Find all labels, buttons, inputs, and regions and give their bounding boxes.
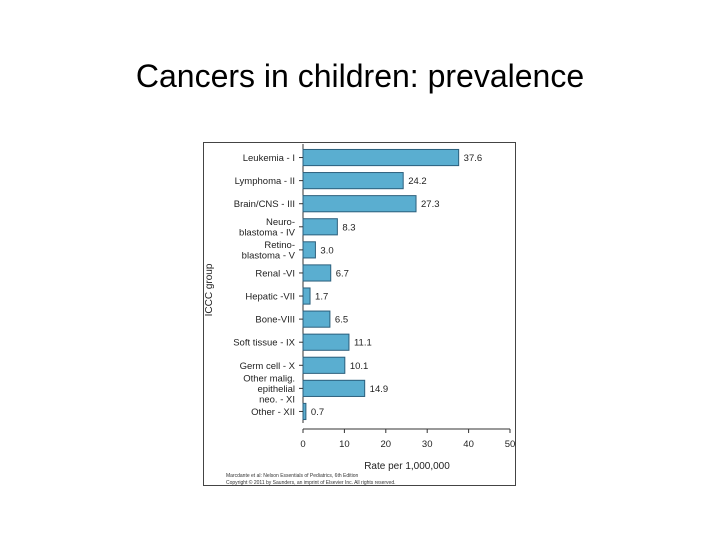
bar — [302, 264, 332, 282]
category-label: Retino- — [264, 240, 295, 251]
category-label: Germ cell - X — [240, 361, 296, 372]
value-label: 3.0 — [320, 245, 333, 256]
bar — [302, 241, 316, 259]
category-label: blastoma - IV — [239, 228, 296, 239]
value-label: 27.3 — [421, 199, 440, 210]
x-axis-label: Rate per 1,000,000 — [364, 461, 450, 472]
category-label: blastoma - V — [242, 251, 296, 262]
category-label: neo. - XI — [259, 394, 295, 405]
category-label: Renal -VI — [255, 268, 295, 279]
category-label: Lymphoma - II — [235, 176, 295, 187]
credit-line-1: Marcdante et al: Nelson Essentials of Pe… — [226, 473, 359, 479]
bar — [302, 356, 346, 374]
x-tick-label: 0 — [300, 439, 305, 450]
value-label: 24.2 — [408, 176, 427, 187]
value-label: 1.7 — [315, 292, 328, 303]
x-tick-label: 40 — [463, 439, 474, 450]
x-tick-label: 10 — [339, 439, 350, 450]
category-label: Other - XII — [251, 407, 295, 418]
category-label: Neuro- — [266, 217, 295, 228]
value-label: 8.3 — [342, 222, 355, 233]
value-label: 14.9 — [370, 384, 389, 395]
x-tick-label: 20 — [381, 439, 392, 450]
bar — [302, 195, 417, 213]
value-label: 6.7 — [336, 268, 349, 279]
bar — [302, 172, 404, 190]
bar — [302, 333, 350, 351]
category-label: Bone-VIII — [255, 315, 295, 326]
value-label: 10.1 — [350, 361, 369, 372]
category-label: Leukemia - I — [243, 153, 295, 164]
category-label: Soft tissue - IX — [233, 338, 295, 349]
value-label: 6.5 — [335, 315, 348, 326]
value-label: 11.1 — [354, 338, 372, 349]
category-label: Other malig. — [243, 373, 295, 384]
category-label: Brain/CNS - III — [234, 199, 295, 210]
y-axis-label: ICCC group — [204, 263, 215, 316]
bar — [302, 218, 338, 236]
category-label: Hepatic -VII — [245, 292, 295, 303]
bar — [302, 310, 331, 328]
slide-title: Cancers in children: prevalence — [135, 58, 585, 94]
category-label: epithelial — [258, 384, 296, 395]
credit-line-2: Copyright © 2011 by Saunders, an imprint… — [226, 479, 396, 486]
bar — [302, 402, 307, 421]
bar — [302, 379, 366, 397]
value-label: 37.6 — [464, 153, 483, 164]
bar — [302, 287, 311, 305]
value-label: 0.7 — [311, 407, 324, 418]
bar — [302, 148, 460, 167]
x-tick-label: 50 — [505, 439, 516, 450]
x-tick-label: 30 — [422, 439, 433, 450]
